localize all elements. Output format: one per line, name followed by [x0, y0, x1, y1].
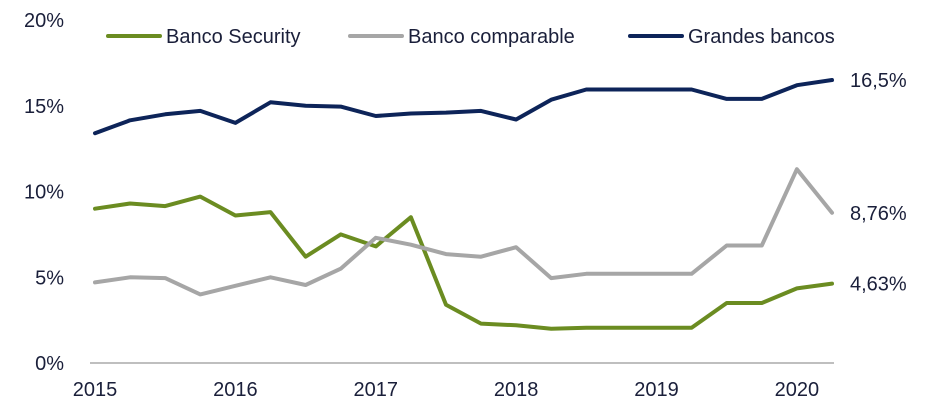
y-tick-label: 0% [35, 353, 64, 375]
end-value-label: 16,5% [850, 70, 907, 92]
series-lines [93, 78, 834, 331]
x-tick-label: 2018 [494, 379, 539, 401]
x-tick-label: 2019 [634, 379, 679, 401]
y-axis: 0% 5% 10% 15% 20% [24, 10, 64, 375]
end-value-label: 4,63% [850, 274, 907, 296]
y-tick-label: 10% [24, 182, 64, 204]
end-labels: 4,63% 8,76% 16,5% [850, 70, 907, 296]
series-line-banco-security [93, 194, 834, 331]
legend-label: Banco Security [166, 26, 301, 48]
legend-label: Banco comparable [408, 26, 575, 48]
x-tick-label: 2016 [213, 379, 258, 401]
y-tick-label: 20% [24, 10, 64, 32]
series-line-banco-comparable [93, 167, 834, 297]
x-axis: 2015 2016 2017 2018 2019 2020 [73, 362, 834, 401]
y-tick-label: 15% [24, 96, 64, 118]
x-tick-label: 2020 [775, 379, 820, 401]
y-tick-label: 5% [35, 267, 64, 289]
x-tick-label: 2017 [354, 379, 399, 401]
legend-label: Grandes bancos [688, 26, 835, 48]
series-line-grandes-bancos [93, 78, 834, 136]
x-tick-label: 2015 [73, 379, 118, 401]
legend: Banco Security Banco comparable Grandes ba… [106, 26, 835, 48]
end-value-label: 8,76% [850, 203, 907, 225]
